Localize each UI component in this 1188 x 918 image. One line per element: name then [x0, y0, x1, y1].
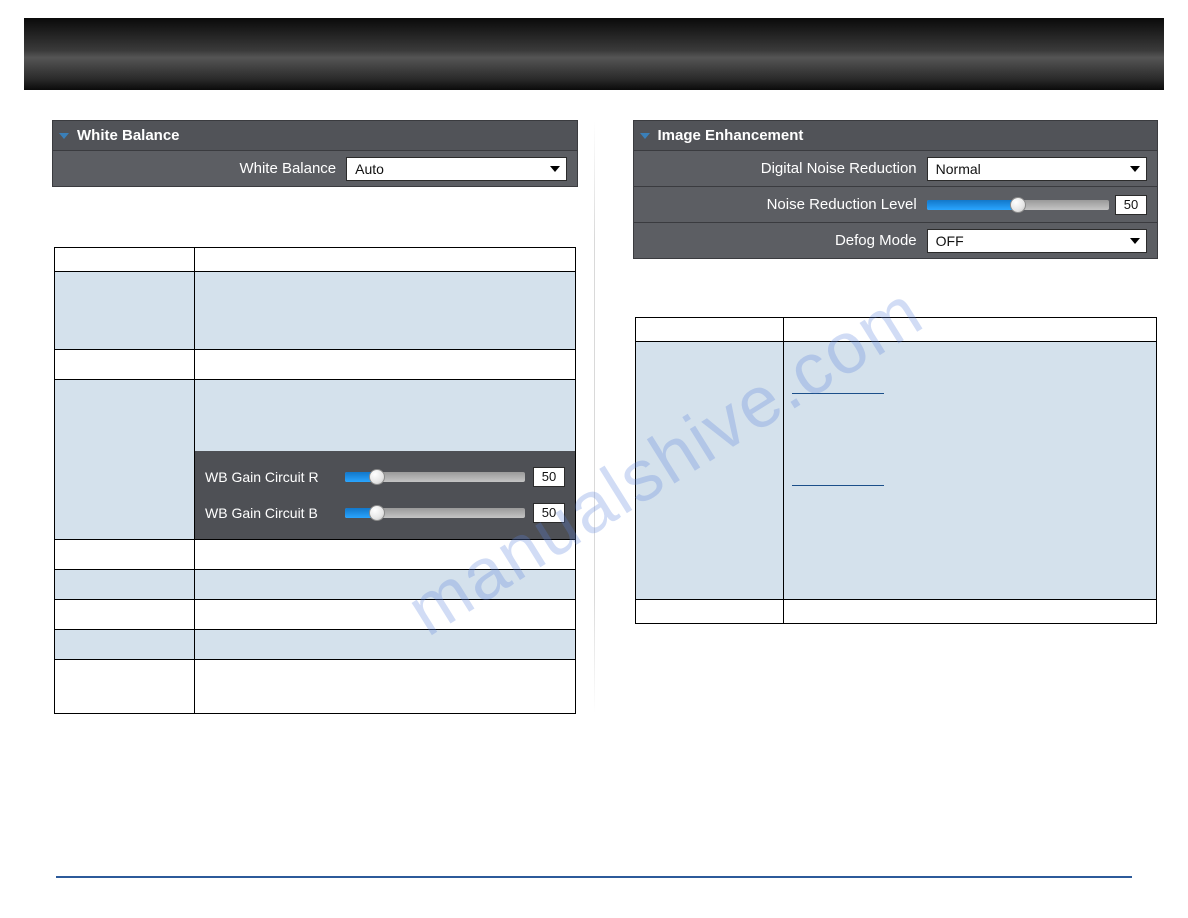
wb-gain-r-label: WB Gain Circuit R [205, 469, 337, 485]
wb-gain-b-value[interactable]: 50 [533, 503, 565, 523]
dnr-dropdown[interactable]: Normal [927, 157, 1147, 181]
white-balance-panel: White Balance White Balance Auto [52, 120, 578, 187]
setting-label: Noise Reduction Level [634, 190, 927, 219]
right-column: Image Enhancement Digital Noise Reductio… [605, 120, 1165, 714]
white-balance-dropdown[interactable]: Auto [346, 157, 566, 181]
dropdown-value: Auto [355, 161, 384, 177]
chevron-down-icon [59, 133, 69, 139]
wb-gain-b-slider[interactable] [345, 508, 525, 518]
link[interactable] [792, 485, 884, 486]
wb-gain-b-row: WB Gain Circuit B 50 [205, 495, 565, 531]
panel-title: Image Enhancement [658, 127, 804, 144]
image-enhancement-header[interactable]: Image Enhancement [634, 121, 1158, 150]
slider-thumb[interactable] [1010, 197, 1026, 213]
wb-gain-sliders: WB Gain Circuit R 50 WB Gain Circuit B [195, 451, 575, 539]
slider-thumb[interactable] [369, 469, 385, 485]
dropdown-value: Normal [936, 161, 981, 177]
setting-label: Defog Mode [634, 226, 927, 255]
chevron-down-icon [640, 133, 650, 139]
column-divider [594, 120, 595, 714]
image-enhancement-panel: Image Enhancement Digital Noise Reductio… [633, 120, 1159, 259]
chevron-down-icon [550, 166, 560, 172]
nr-level-slider[interactable] [927, 200, 1109, 210]
wb-gain-r-row: WB Gain Circuit R 50 [205, 459, 565, 495]
link[interactable] [792, 393, 884, 394]
white-balance-description-table: WB Gain Circuit R 50 WB Gain Circuit B [54, 247, 576, 714]
footer-divider [56, 876, 1132, 878]
slider-thumb[interactable] [369, 505, 385, 521]
setting-row-defog: Defog Mode OFF [634, 222, 1158, 258]
left-column: White Balance White Balance Auto [24, 120, 584, 714]
setting-label: Digital Noise Reduction [634, 154, 927, 183]
chevron-down-icon [1130, 238, 1140, 244]
wb-gain-r-value[interactable]: 50 [533, 467, 565, 487]
chevron-down-icon [1130, 166, 1140, 172]
setting-row-white-balance: White Balance Auto [53, 150, 577, 186]
white-balance-header[interactable]: White Balance [53, 121, 577, 150]
setting-row-dnr: Digital Noise Reduction Normal [634, 150, 1158, 186]
image-enhancement-description-table [635, 317, 1157, 624]
setting-row-nr-level: Noise Reduction Level 50 [634, 186, 1158, 222]
setting-label: White Balance [53, 154, 346, 183]
wb-gain-b-label: WB Gain Circuit B [205, 505, 337, 521]
panel-title: White Balance [77, 127, 180, 144]
dropdown-value: OFF [936, 233, 964, 249]
wb-gain-r-slider[interactable] [345, 472, 525, 482]
nr-level-value[interactable]: 50 [1115, 195, 1147, 215]
defog-dropdown[interactable]: OFF [927, 229, 1147, 253]
